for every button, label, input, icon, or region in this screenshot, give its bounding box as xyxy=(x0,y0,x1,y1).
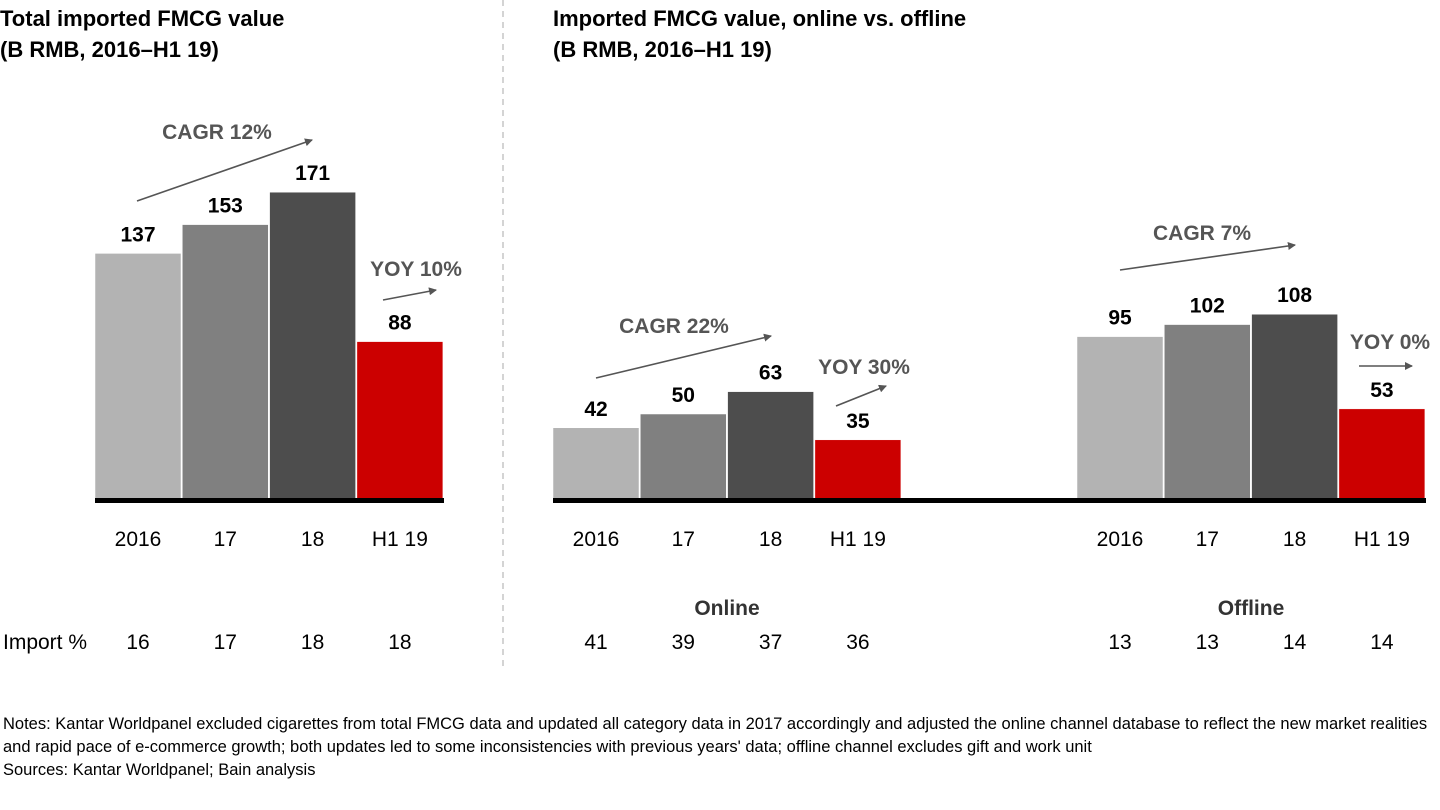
right-title-line1: Imported FMCG value, online vs. offline xyxy=(553,6,967,31)
left-title-line2: (B RMB, 2016–H1 19) xyxy=(0,37,219,62)
sources-text: Sources: Kantar Worldpanel; Bain analysi… xyxy=(3,761,316,779)
offline-tick-label: H1 19 xyxy=(1354,528,1410,551)
total-tick-label: 2016 xyxy=(115,528,162,551)
total-cagr-arrow xyxy=(136,138,313,202)
total-import-pct: 18 xyxy=(301,631,324,654)
total-bar xyxy=(269,191,356,501)
notes-text: Notes: Kantar Worldpanel excluded cigare… xyxy=(3,715,1428,756)
online-yoy-arrow xyxy=(835,384,887,407)
online-tick-label: 17 xyxy=(672,528,695,551)
total-value-label: 88 xyxy=(388,312,412,335)
right-baseline xyxy=(553,498,1426,503)
offline-value-label: 53 xyxy=(1370,379,1393,402)
total-import-pct: 18 xyxy=(388,631,411,654)
offline-bar xyxy=(1338,408,1426,501)
online-cagr-arrow xyxy=(595,333,772,379)
import-pct-label: Import % xyxy=(3,631,87,654)
total-tick-label: 18 xyxy=(301,528,324,551)
total-tick-label: 17 xyxy=(214,528,237,551)
offline-cagr-arrow xyxy=(1119,242,1296,271)
total-import-pct: 16 xyxy=(126,631,149,654)
offline-bar xyxy=(1164,324,1251,501)
online-bar xyxy=(727,391,814,501)
online-value-label: 50 xyxy=(672,384,695,407)
offline-import-pct: 14 xyxy=(1370,631,1394,654)
online-import-pct: 41 xyxy=(584,631,607,654)
online-yoy-label: YOY 30% xyxy=(818,356,910,379)
total-yoy-arrow xyxy=(382,287,437,301)
total-bar xyxy=(94,253,182,501)
online-tick-label: 2016 xyxy=(573,528,620,551)
total-value-label: 137 xyxy=(120,223,155,246)
online-group-label: Online xyxy=(694,597,759,620)
total-value-label: 171 xyxy=(295,162,330,185)
online-tick-label: 18 xyxy=(759,528,782,551)
total-value-label: 153 xyxy=(208,195,243,218)
online-value-label: 35 xyxy=(846,410,870,433)
left-title-line1: Total imported FMCG value xyxy=(0,6,285,31)
online-import-pct: 39 xyxy=(672,631,695,654)
online-value-label: 63 xyxy=(759,362,782,385)
offline-tick-label: 18 xyxy=(1283,528,1306,551)
total-yoy-label: YOY 10% xyxy=(370,258,462,281)
online-bar xyxy=(814,439,902,501)
offline-tick-label: 17 xyxy=(1196,528,1219,551)
total-tick-label: H1 19 xyxy=(372,528,428,551)
offline-import-pct: 13 xyxy=(1108,631,1131,654)
online-value-label: 42 xyxy=(584,398,607,421)
online-bar xyxy=(552,427,640,501)
offline-cagr-label: CAGR 7% xyxy=(1153,222,1251,245)
offline-value-label: 108 xyxy=(1277,284,1312,307)
online-import-pct: 36 xyxy=(846,631,869,654)
offline-value-label: 102 xyxy=(1190,295,1225,318)
total-bar xyxy=(182,224,269,501)
online-tick-label: H1 19 xyxy=(830,528,886,551)
offline-bar xyxy=(1251,313,1338,501)
online-import-pct: 37 xyxy=(759,631,782,654)
offline-yoy-label: YOY 0% xyxy=(1350,331,1430,354)
offline-tick-label: 2016 xyxy=(1097,528,1144,551)
total-cagr-label: CAGR 12% xyxy=(162,121,272,144)
online-cagr-label: CAGR 22% xyxy=(619,315,729,338)
total-bar xyxy=(356,341,444,501)
offline-value-label: 95 xyxy=(1108,307,1132,330)
total-import-pct: 17 xyxy=(214,631,237,654)
offline-bar xyxy=(1076,336,1164,501)
notes: Notes: Kantar Worldpanel excluded cigare… xyxy=(3,713,1439,782)
offline-import-pct: 13 xyxy=(1196,631,1219,654)
total-baseline xyxy=(95,498,444,503)
offline-group-label: Offline xyxy=(1218,597,1285,620)
right-chart-title: Imported FMCG value, online vs. offline … xyxy=(553,3,966,65)
right-title-line2: (B RMB, 2016–H1 19) xyxy=(553,37,772,62)
online-bar xyxy=(640,413,727,501)
left-chart-title: Total imported FMCG value (B RMB, 2016–H… xyxy=(0,3,284,65)
offline-import-pct: 14 xyxy=(1283,631,1307,654)
